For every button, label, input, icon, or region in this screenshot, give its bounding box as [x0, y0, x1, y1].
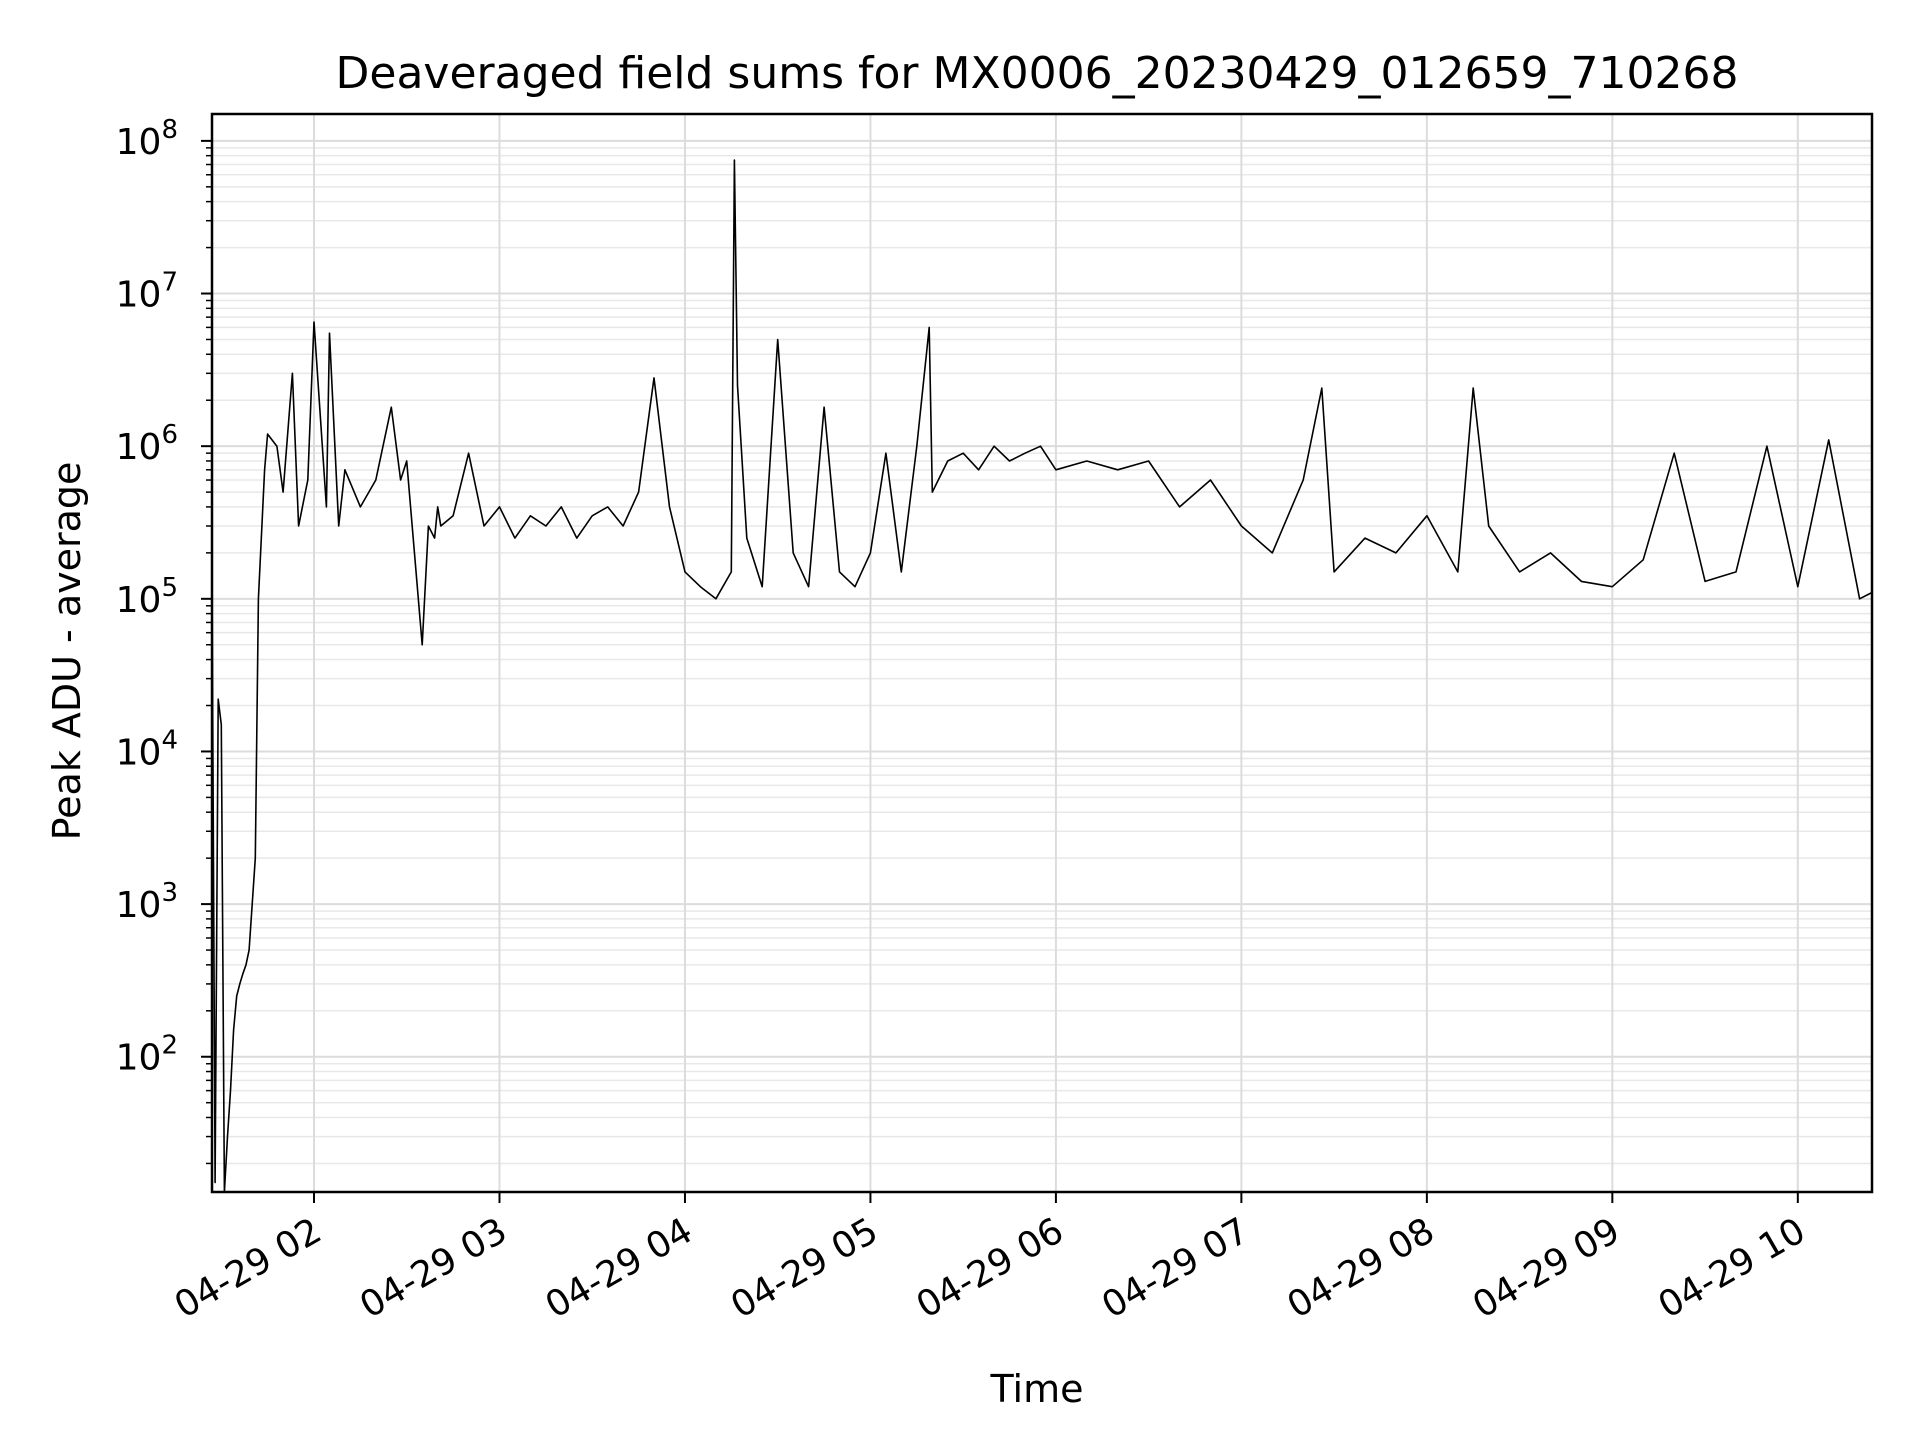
x-tick-label: 04-29 03 — [353, 1210, 514, 1326]
x-axis-label: Time — [990, 1367, 1084, 1411]
data-layer — [211, 159, 1873, 1193]
minor-grid — [212, 147, 1872, 1165]
x-tick-label: 04-29 04 — [539, 1210, 700, 1326]
major-grid — [212, 114, 1872, 1192]
series-line — [211, 159, 1873, 1193]
x-tick-label: 04-29 09 — [1466, 1210, 1627, 1326]
x-tick-label: 04-29 10 — [1652, 1210, 1813, 1326]
y-tick-label: 106 — [116, 420, 178, 468]
y-tick-label: 108 — [116, 115, 178, 163]
y-tick-label: 102 — [116, 1031, 178, 1079]
x-tick-label: 04-29 08 — [1281, 1210, 1442, 1326]
y-axis-label: Peak ADU - average — [45, 462, 89, 841]
x-axis-ticks: 04-29 02 04-29 03 04-29 04 04-29 05 04-29 06… — [168, 1192, 1812, 1327]
x-tick-label: 04-29 07 — [1095, 1210, 1256, 1326]
y-axis-ticks: 102 103 104 105 106 107 108 — [116, 115, 212, 1165]
y-tick-label: 103 — [116, 878, 178, 926]
plot-frame — [210, 112, 1874, 1194]
y-tick-label: 104 — [116, 725, 178, 773]
x-tick-label: 04-29 02 — [168, 1210, 329, 1326]
chart-title: Deaveraged field sums for MX0006_2023042… — [336, 48, 1739, 99]
x-tick-label: 04-29 06 — [910, 1210, 1071, 1326]
y-tick-label: 105 — [116, 573, 178, 621]
x-tick-label: 04-29 05 — [724, 1210, 885, 1326]
y-tick-label: 107 — [116, 268, 178, 316]
